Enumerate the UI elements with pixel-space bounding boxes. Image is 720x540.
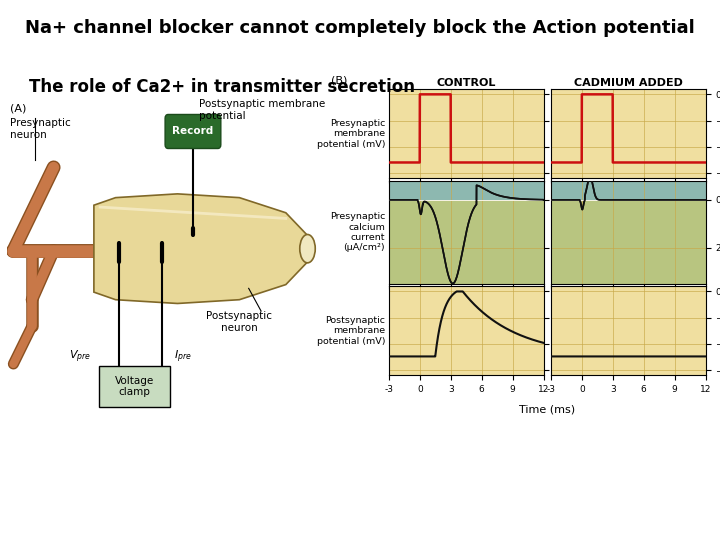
Title: CADMIUM ADDED: CADMIUM ADDED [574,78,683,89]
Text: Postsynaptic
membrane
potential (mV): Postsynaptic membrane potential (mV) [317,316,385,346]
Polygon shape [94,194,307,303]
Bar [389,181,544,200]
Bar [551,200,706,284]
Text: Na+ channel blocker cannot completely block the Action potential: Na+ channel blocker cannot completely bl… [25,19,695,37]
Text: Voltage
clamp: Voltage clamp [114,376,154,397]
Text: $I_{pre}$: $I_{pre}$ [174,348,192,364]
Text: (B): (B) [331,76,348,86]
Text: Record: Record [172,126,214,137]
Title: CONTROL: CONTROL [436,78,496,89]
Text: Presynaptic
membrane
potential (mV): Presynaptic membrane potential (mV) [317,119,385,148]
Text: Postsynaptic
neuron: Postsynaptic neuron [207,311,272,333]
FancyBboxPatch shape [165,114,221,148]
Text: (A): (A) [10,103,27,113]
Bar [551,181,706,200]
Text: Postsynaptic membrane
potential: Postsynaptic membrane potential [199,99,325,121]
Bar [389,200,544,284]
Text: $V_{pre}$: $V_{pre}$ [68,348,91,364]
FancyBboxPatch shape [99,366,170,407]
Text: Presynaptic
calcium
current
(μA/cm²): Presynaptic calcium current (μA/cm²) [330,212,385,252]
Text: The role of Ca2+ in transmitter secretion: The role of Ca2+ in transmitter secretio… [29,78,415,96]
Text: Time (ms): Time (ms) [519,405,575,415]
Ellipse shape [300,234,315,263]
Text: Presynaptic
neuron: Presynaptic neuron [10,118,71,140]
